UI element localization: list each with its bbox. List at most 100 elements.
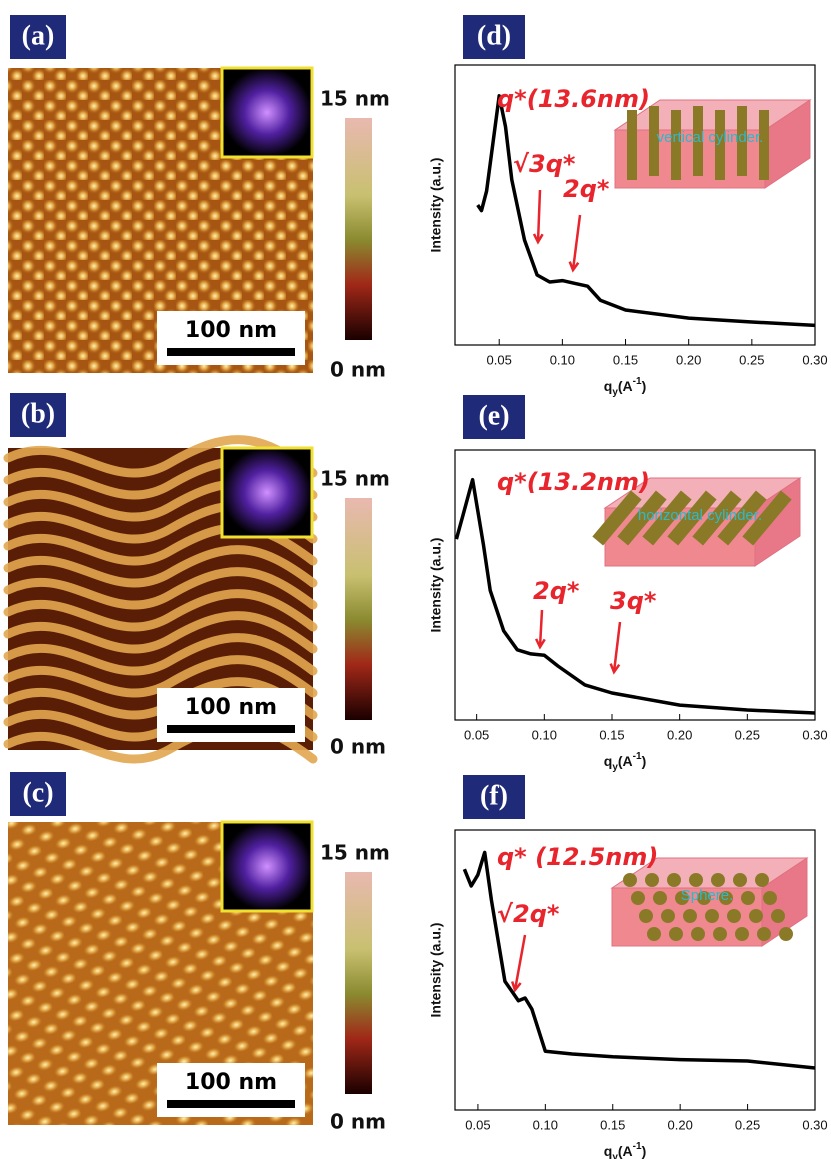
inset-sphere [669, 927, 683, 941]
inset-sphere [735, 927, 749, 941]
scale-bar-label: 100 nm [185, 318, 277, 343]
peak-annotation: q* (12.5nm) [497, 843, 658, 871]
inset-sphere [733, 873, 747, 887]
inset-sphere [757, 927, 771, 941]
inset-sphere [661, 909, 675, 923]
arrow-shaft [538, 190, 540, 242]
figure: (a) 100 nm 15 nm 0 nm (b) 100 nm 15 nm 0 nm (c) 1… [0, 0, 831, 1159]
arrow-shaft [573, 215, 580, 270]
inset-sphere [645, 873, 659, 887]
y-axis-label: Intensity (a.u.) [428, 538, 444, 633]
inset-note: vertical cylinder. [657, 129, 764, 146]
panel-label: (f) [480, 780, 508, 811]
x-tick-label: 0.15 [599, 727, 624, 742]
peak-annotation: q*(13.6nm) [497, 85, 650, 113]
color-max: 15 nm [320, 87, 390, 111]
panel-label: (a) [22, 20, 55, 51]
x-tick-label: 0.25 [739, 352, 764, 367]
color-min: 0 nm [330, 358, 386, 382]
inset-sphere [713, 927, 727, 941]
inset-sphere [653, 891, 667, 905]
inset-sphere [763, 891, 777, 905]
arrow-shaft [515, 935, 525, 990]
scale-bar-label: 100 nm [185, 1070, 277, 1095]
fft-inset [222, 448, 312, 537]
x-label-unit: (A [618, 753, 633, 769]
inset-sphere [631, 891, 645, 905]
inset-sphere [771, 909, 785, 923]
panel-label: (d) [477, 20, 511, 51]
x-tick-label: 0.20 [676, 352, 701, 367]
color-max: 15 nm [320, 467, 390, 491]
inset-sphere [749, 909, 763, 923]
peak-annotation: 2q* [563, 175, 610, 203]
scale-bar [167, 725, 295, 733]
x-label-close: ) [642, 753, 647, 769]
inset-sphere [683, 909, 697, 923]
x-tick-label: 0.15 [600, 1117, 625, 1132]
x-axis-label: qy(A-1) [604, 1141, 646, 1159]
peak-annotation: √3q* [513, 150, 576, 178]
x-label-unit: (A [618, 378, 633, 394]
panel-label: (c) [22, 777, 53, 808]
x-tick-label: 0.10 [533, 1117, 558, 1132]
inset-note: horizontal cylinder. [638, 507, 762, 524]
inset-sphere [647, 927, 661, 941]
color-bar [345, 498, 372, 720]
x-tick-label: 0.05 [465, 1117, 490, 1132]
scale-bar [167, 1100, 295, 1108]
x-tick-label: 0.30 [802, 352, 827, 367]
peak-annotation: q*(13.2nm) [497, 468, 650, 496]
x-tick-label: 0.30 [802, 727, 827, 742]
x-tick-label: 0.10 [532, 727, 557, 742]
x-tick-label: 0.30 [802, 1117, 827, 1132]
inset-sphere [623, 873, 637, 887]
color-min: 0 nm [330, 735, 386, 759]
inset-sphere [667, 873, 681, 887]
inset-cylinder [627, 110, 637, 180]
scale-bar [167, 348, 295, 356]
y-axis-label: Intensity (a.u.) [428, 923, 444, 1018]
x-label-close: ) [642, 378, 647, 394]
fft-inset [222, 68, 312, 157]
scale-bar-label: 100 nm [185, 695, 277, 720]
x-label-unit: (A [618, 1143, 633, 1159]
inset-sphere [689, 873, 703, 887]
inset-sphere [705, 909, 719, 923]
color-bar [345, 118, 372, 340]
x-tick-label: 0.10 [550, 352, 575, 367]
x-tick-label: 0.05 [464, 727, 489, 742]
inset-note: Sphere. [681, 887, 734, 904]
x-tick-label: 0.25 [735, 1117, 760, 1132]
arrow-shaft [540, 610, 542, 647]
x-tick-label: 0.15 [613, 352, 638, 367]
fft-inset [222, 822, 312, 911]
inset-sphere [755, 873, 769, 887]
inset-sphere [741, 891, 755, 905]
x-label-base: q [604, 378, 613, 394]
panel-label: (b) [21, 398, 55, 429]
x-label-base: q [604, 753, 613, 769]
peak-annotation: 2q* [533, 577, 580, 605]
x-tick-label: 0.20 [667, 727, 692, 742]
inset-sphere [691, 927, 705, 941]
color-min: 0 nm [330, 1110, 386, 1134]
peak-annotation: 3q* [610, 587, 657, 615]
x-label-close: ) [642, 1143, 647, 1159]
x-tick-label: 0.20 [668, 1117, 693, 1132]
inset-sphere [639, 909, 653, 923]
x-axis-label: qy(A-1) [604, 751, 646, 773]
color-bar [345, 872, 372, 1094]
x-axis-label: qy(A-1) [604, 376, 646, 398]
x-label-base: q [604, 1143, 613, 1159]
inset-sphere [727, 909, 741, 923]
inset-sphere [779, 927, 793, 941]
peak-annotation: √2q* [497, 900, 560, 928]
y-axis-label: Intensity (a.u.) [428, 158, 444, 253]
arrow-shaft [614, 622, 620, 672]
inset-sphere [711, 873, 725, 887]
x-tick-label: 0.05 [487, 352, 512, 367]
x-tick-label: 0.25 [735, 727, 760, 742]
panel-label: (e) [478, 400, 509, 431]
color-max: 15 nm [320, 841, 390, 865]
